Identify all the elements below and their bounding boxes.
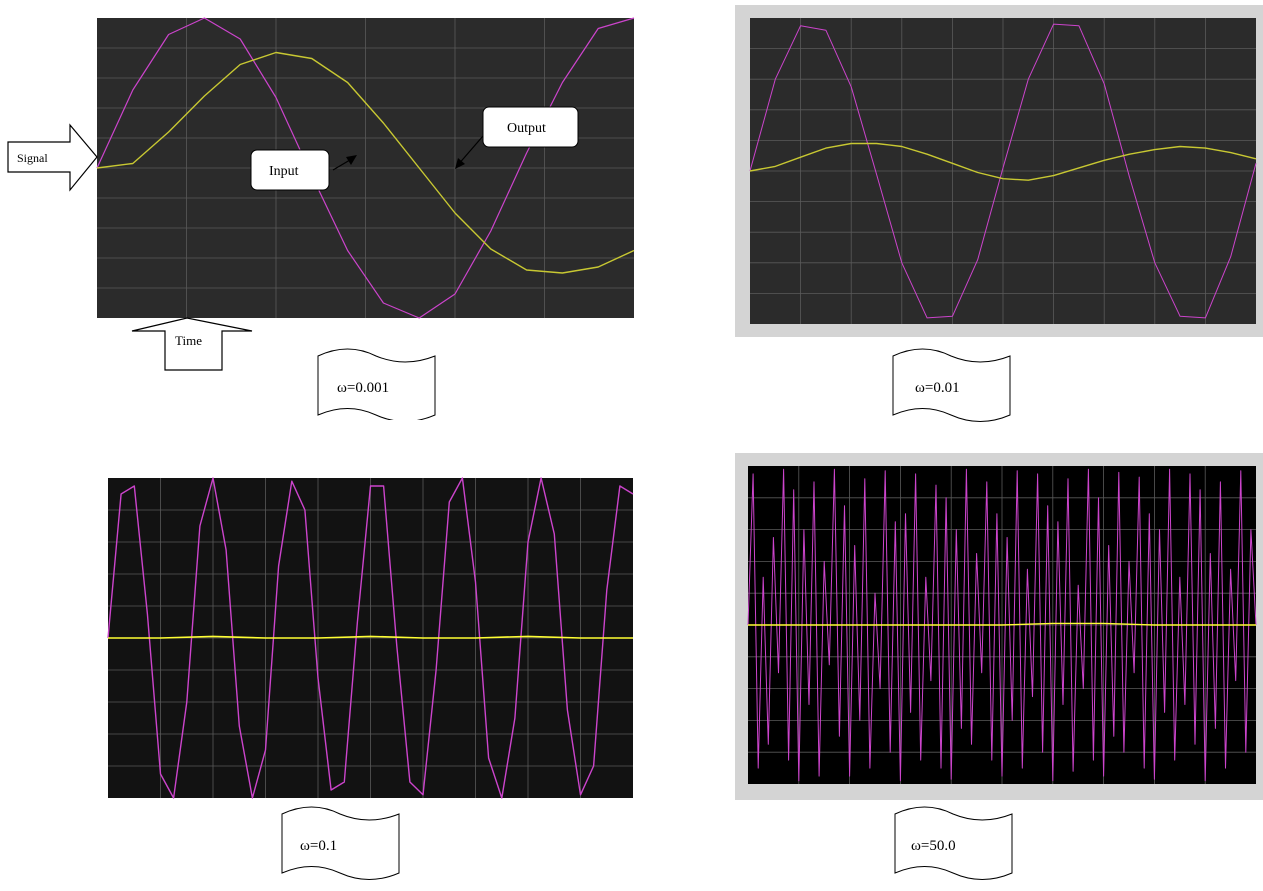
omega-note: ω=0.1 (281, 806, 400, 880)
scope-panel-4: ω=50.0 (735, 453, 1263, 880)
series-group (747, 468, 1257, 782)
output-series-line (108, 635, 633, 639)
output-callout: Output (455, 106, 579, 169)
output-series-line (749, 142, 1257, 181)
series-group (749, 23, 1257, 319)
series-group (107, 477, 634, 799)
input-label: Input (269, 164, 299, 179)
input-series-line (747, 468, 1257, 782)
output-series-line (96, 51, 635, 274)
input-series-line (749, 23, 1257, 319)
omega-note: ω=0.001 (317, 348, 436, 420)
panel-label: ω=0.01 (915, 380, 960, 396)
omega-note: ω=0.01 (892, 348, 1011, 422)
output-series-line (748, 622, 1256, 626)
input-series-line (107, 477, 634, 799)
scope-panel-2: ω=0.01 (735, 5, 1263, 422)
input-callout: Input (250, 149, 357, 191)
output-label: Output (507, 121, 546, 136)
panel-label: ω=50.0 (911, 838, 956, 854)
time-arrow: Time (131, 317, 253, 371)
panel-label: ω=0.1 (300, 838, 337, 854)
signal-arrow: Signal (7, 123, 98, 192)
scope-panel-3: ω=0.1 (107, 477, 634, 880)
grid (108, 478, 633, 798)
signal-label: Signal (17, 151, 48, 165)
panel-label: ω=0.001 (337, 380, 389, 396)
grid (97, 18, 634, 318)
time-label: Time (175, 333, 202, 348)
scope-panel-1: Signal Time Input Output ω=0.001 (7, 17, 635, 420)
omega-note: ω=50.0 (894, 806, 1013, 880)
